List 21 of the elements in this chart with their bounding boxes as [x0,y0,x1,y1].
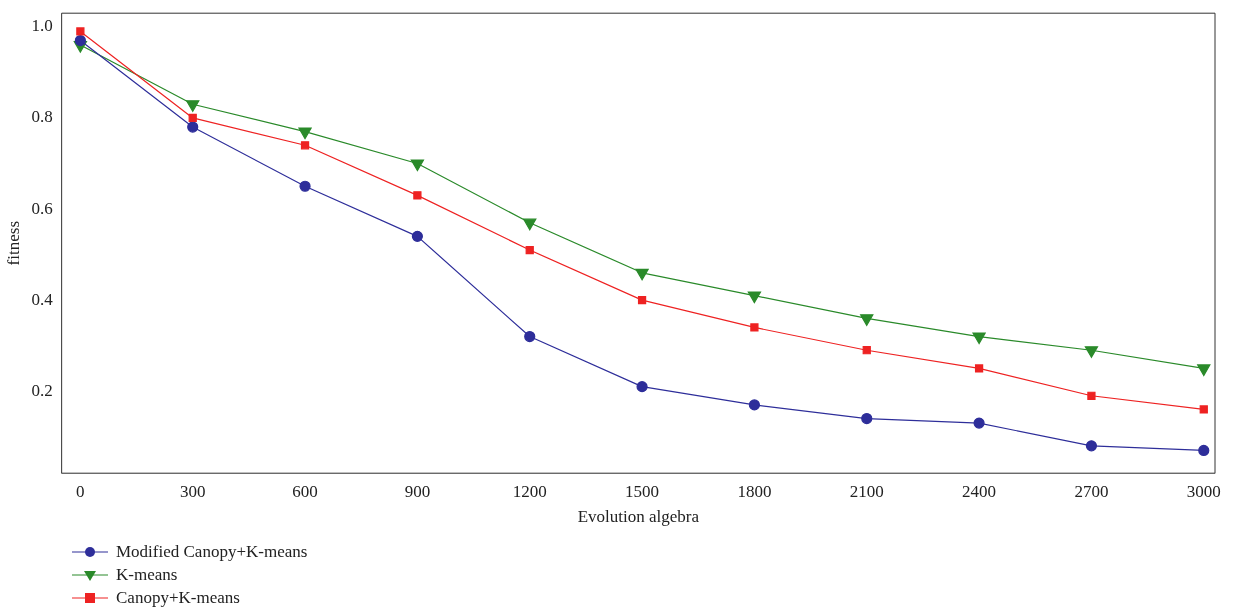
x-tick-label: 1800 [737,481,772,501]
y-tick-label: 1.0 [31,16,53,36]
legend-label: Canopy+K-means [116,587,240,608]
y-tick-label: 0.4 [31,289,54,309]
x-tick-label: 2400 [962,481,997,501]
x-tick-label: 300 [179,481,206,501]
y-tick-label: 0.2 [31,380,53,400]
x-tick-label: 3000 [1186,481,1221,501]
x-tick-label: 1500 [625,481,660,501]
x-tick-label: 2100 [849,481,884,501]
legend-label: Modified Canopy+K-means [116,541,308,562]
y-tick-label: 0.8 [31,107,53,127]
x-tick-label: 600 [292,481,318,501]
x-tick-label: 900 [404,481,431,501]
legend-label: K-means [116,564,178,585]
x-axis-title: Evolution algebra [577,507,700,527]
y-axis-title: fitness [3,221,23,266]
x-tick-label: 0 [76,481,85,501]
x-tick-label: 2700 [1074,481,1109,501]
y-tick-label: 0.6 [31,198,53,218]
x-tick-label: 1200 [512,481,547,501]
